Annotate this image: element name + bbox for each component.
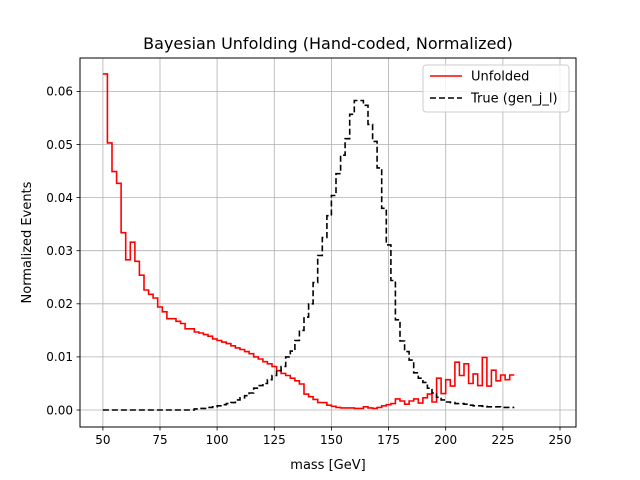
x-tick-label: 200 [434, 433, 457, 447]
legend: Unfolded True (gen_j_l) [422, 64, 570, 113]
y-axis: 0.00 0.01 0.02 0.03 0.04 0.05 0.06 [46, 85, 80, 417]
y-axis-label: Normalized Events [20, 181, 35, 303]
x-tick-label: 50 [95, 433, 110, 447]
legend-label-unfolded: Unfolded [471, 70, 529, 85]
x-tick-label: 175 [377, 433, 400, 447]
legend-label-true: True (gen_j_l) [470, 92, 558, 107]
y-tick-label: 0.06 [46, 85, 73, 99]
series-layer [102, 73, 515, 411]
y-tick-label: 0.05 [46, 138, 73, 152]
y-tick-label: 0.03 [46, 244, 73, 258]
x-tick-label: 100 [206, 433, 229, 447]
x-tick-label: 250 [549, 433, 572, 447]
y-tick-label: 0.04 [46, 191, 73, 205]
x-axis-label: mass [GeV] [290, 458, 365, 473]
y-tick-label: 0.00 [46, 403, 73, 417]
x-tick-label: 75 [152, 433, 167, 447]
x-axis: 50 75 100 125 150 175 200 225 250 [95, 427, 571, 447]
grid [80, 58, 576, 427]
y-tick-label: 0.01 [46, 350, 73, 364]
y-tick-label: 0.02 [46, 297, 73, 311]
chart-title: Bayesian Unfolding (Hand-coded, Normaliz… [143, 34, 513, 53]
series-line-true [102, 99, 515, 411]
x-tick-label: 150 [320, 433, 343, 447]
series-line-unfolded [102, 73, 515, 410]
plot-frame [79, 57, 577, 428]
x-tick-label: 125 [263, 433, 286, 447]
x-tick-label: 225 [491, 433, 514, 447]
